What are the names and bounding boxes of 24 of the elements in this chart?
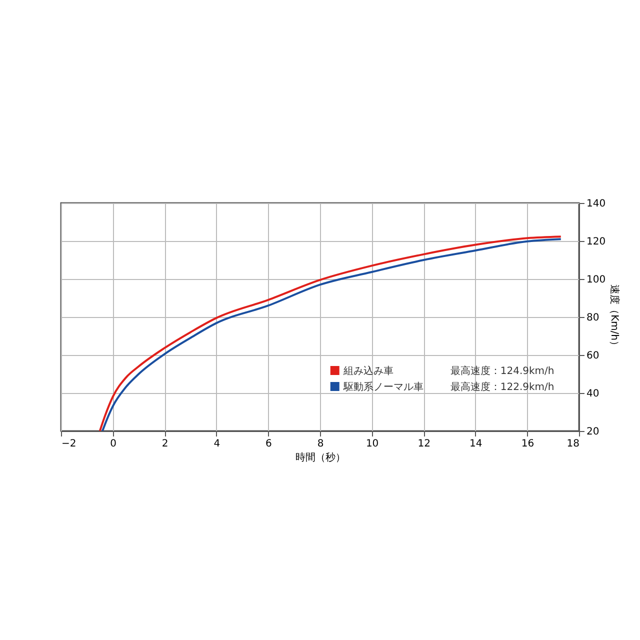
y-tick-label: 60 [586, 350, 600, 362]
x-tick-label: 8 [317, 438, 324, 450]
legend-label: 駆動系ノーマル車 [342, 381, 424, 393]
annotation: 最高速度：124.9km/h [450, 365, 554, 377]
y-tick-label: 100 [586, 274, 606, 286]
x-tick-label: 0 [110, 438, 116, 450]
x-tick-label: 16 [521, 438, 534, 450]
x-tick-label: 14 [470, 438, 482, 450]
y-tick-label: 80 [586, 312, 600, 324]
y-tick-label: 120 [586, 236, 606, 248]
annotation: 最高速度：122.9km/h [450, 381, 554, 393]
x-tick-label: −2 [62, 438, 76, 450]
y-tick-label: 40 [586, 388, 600, 400]
y-axis-title: 速度（Km/h） [608, 284, 621, 351]
x-tick-label: 4 [214, 438, 220, 450]
x-tick-label: 12 [418, 438, 430, 450]
legend-label: 組み込み車 [342, 365, 394, 377]
x-tick-label: 2 [162, 438, 168, 450]
x-axis-title: 時間（秒） [296, 452, 346, 464]
y-tick-label: 140 [586, 198, 606, 210]
x-tick-label: 10 [366, 438, 379, 450]
y-tick-label: 20 [586, 426, 600, 438]
x-tick-label: 6 [266, 438, 272, 450]
x-tick-label: 18 [566, 438, 580, 450]
